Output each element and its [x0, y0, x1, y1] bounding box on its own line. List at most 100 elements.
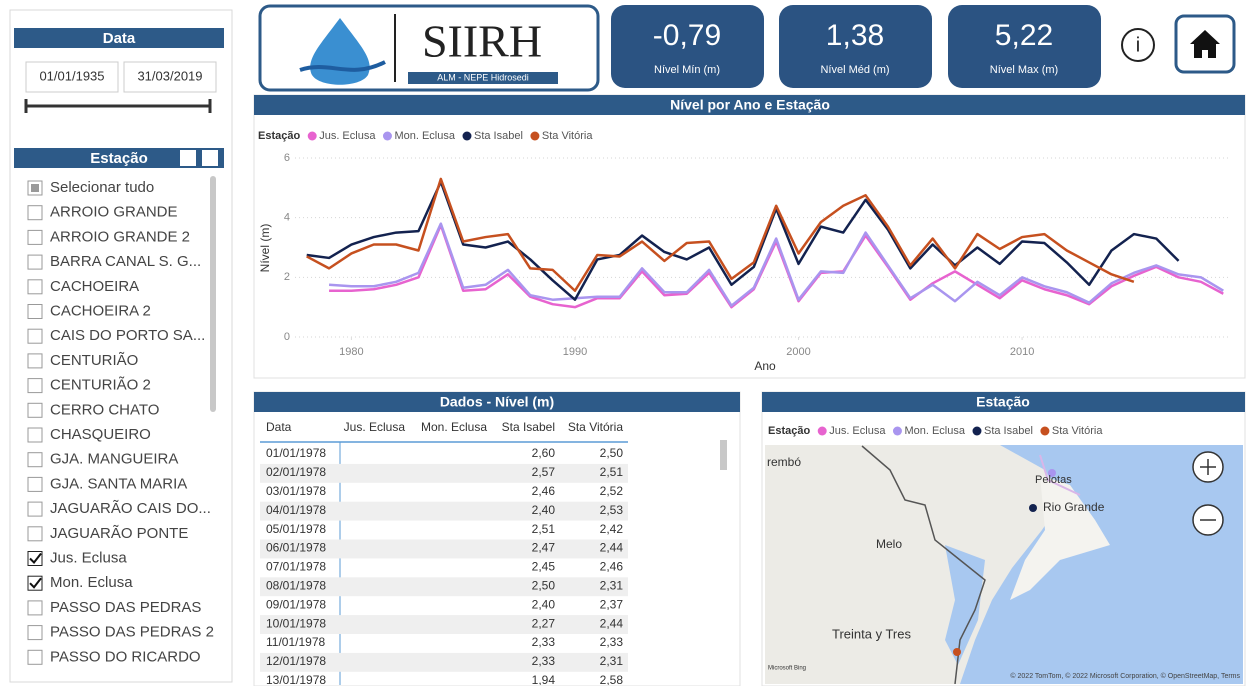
- cell: 2,50: [600, 446, 624, 460]
- station-label: BARRA CANAL S. G...: [50, 253, 201, 270]
- map-legend-marker: [818, 427, 827, 436]
- cell: 2,44: [600, 541, 624, 555]
- station-label: ARROIO GRANDE 2: [50, 228, 190, 245]
- cell: 2,37: [600, 597, 624, 611]
- kpi-value: 1,38: [826, 19, 884, 52]
- cell: 2,31: [600, 578, 624, 592]
- kpi-value: 5,22: [995, 19, 1053, 52]
- cell: 11/01/1978: [266, 635, 325, 649]
- map-legend-label: Sta Isabel: [984, 425, 1033, 437]
- station-label: PASSO DAS PEDRAS 2: [50, 624, 214, 641]
- x-tick-label: 1990: [563, 346, 587, 358]
- place-label: rembó: [767, 455, 801, 469]
- x-tick-label: 2000: [786, 346, 810, 358]
- cell: 2,50: [532, 578, 556, 592]
- scrollbar[interactable]: [210, 176, 216, 412]
- cell: 05/01/1978: [266, 522, 326, 536]
- legend-marker: [308, 132, 317, 141]
- checkbox[interactable]: [28, 305, 42, 319]
- station-title: Estação: [90, 150, 148, 167]
- checkbox[interactable]: [28, 354, 42, 368]
- y-axis-label: Nível (m): [258, 224, 272, 273]
- checkbox[interactable]: [28, 502, 42, 516]
- cell: 07/01/1978: [266, 560, 326, 574]
- table-panel: [254, 392, 740, 686]
- page: { "sidebar": { "date_title": "Data", "st…: [0, 0, 1247, 686]
- checkbox[interactable]: [28, 477, 42, 491]
- station-marker[interactable]: [953, 648, 961, 656]
- cell: 2,40: [532, 503, 556, 517]
- checkbox[interactable]: [28, 453, 42, 467]
- cell: 2,31: [600, 654, 624, 668]
- cell: 06/01/1978: [266, 541, 326, 555]
- cell: 2,53: [600, 503, 624, 517]
- cell: 12/01/1978: [266, 654, 326, 668]
- map-title: Estação: [976, 394, 1030, 410]
- end-date: 31/03/2019: [137, 68, 202, 83]
- checkbox[interactable]: [28, 379, 42, 393]
- checkbox[interactable]: [28, 650, 42, 664]
- legend-title: Estação: [258, 130, 300, 142]
- table-scrollbar[interactable]: [720, 440, 727, 470]
- cell: 2,51: [532, 522, 556, 536]
- cell: 2,45: [532, 560, 556, 574]
- column-header: Sta Vitória: [568, 420, 623, 434]
- cell: 08/01/1978: [266, 578, 326, 592]
- x-tick-label: 2010: [1010, 346, 1034, 358]
- legend-label: Jus. Eclusa: [319, 130, 376, 142]
- column-header: Mon. Eclusa: [421, 420, 487, 434]
- cell: 03/01/1978: [266, 484, 326, 498]
- column-header: Jus. Eclusa: [344, 420, 406, 434]
- place-label: Treinta y Tres: [832, 626, 911, 641]
- checkbox[interactable]: [28, 206, 42, 220]
- cell: 04/01/1978: [266, 503, 326, 517]
- checkbox[interactable]: [28, 403, 42, 417]
- info-icon: i: [1136, 34, 1140, 56]
- station-label: CACHOEIRA: [50, 278, 139, 295]
- cell: 2,46: [532, 484, 556, 498]
- legend-marker: [383, 132, 392, 141]
- station-label: CAIS DO PORTO SA...: [50, 327, 205, 344]
- station-label: GJA. MANGUEIRA: [50, 451, 178, 468]
- checkbox[interactable]: [28, 626, 42, 640]
- x-tick-label: 1980: [339, 346, 363, 358]
- checkbox[interactable]: [28, 428, 42, 442]
- cell: 10/01/1978: [266, 616, 326, 630]
- cell: 02/01/1978: [266, 465, 326, 479]
- checkbox[interactable]: [28, 601, 42, 615]
- map-legend-label: Mon. Eclusa: [904, 425, 965, 437]
- cell: 2,47: [532, 541, 556, 555]
- map-legend-label: Jus. Eclusa: [829, 425, 886, 437]
- cell: 2,40: [532, 597, 556, 611]
- cell: 2,33: [532, 635, 556, 649]
- station-label: CERRO CHATO: [50, 401, 159, 418]
- checkbox[interactable]: [28, 329, 42, 343]
- dashboard: Data 01/01/1935 31/03/2019 Estação Selec…: [0, 0, 1247, 686]
- checkbox[interactable]: [28, 527, 42, 541]
- checkbox[interactable]: [28, 280, 42, 294]
- kpi-label: Nível Méd (m): [820, 64, 889, 76]
- kpi-value: -0,79: [653, 19, 721, 52]
- place-label: Pelotas: [1035, 474, 1072, 486]
- y-tick-label: 6: [284, 152, 290, 164]
- checkbox-partial: [31, 184, 39, 192]
- map-legend-label: Sta Vitória: [1052, 425, 1103, 437]
- cell: 1,94: [532, 673, 556, 686]
- cell: 2,46: [600, 560, 624, 574]
- map-legend-marker: [893, 427, 902, 436]
- checkbox[interactable]: [28, 230, 42, 244]
- station-label: ARROIO GRANDE: [50, 204, 178, 221]
- table-title: Dados - Nível (m): [440, 394, 554, 410]
- station-label: CENTURIÃO: [50, 352, 138, 369]
- logo-title: SIIRH: [422, 16, 542, 67]
- station-marker[interactable]: [1029, 504, 1037, 512]
- kpi-label: Nível Mín (m): [654, 64, 720, 76]
- column-header: Sta Isabel: [502, 420, 555, 434]
- expand-icon[interactable]: [202, 150, 218, 166]
- cell: 2,51: [600, 465, 624, 479]
- filter-icon[interactable]: [180, 150, 196, 166]
- start-date: 01/01/1935: [39, 68, 104, 83]
- checkbox[interactable]: [28, 255, 42, 269]
- cell: 09/01/1978: [266, 597, 326, 611]
